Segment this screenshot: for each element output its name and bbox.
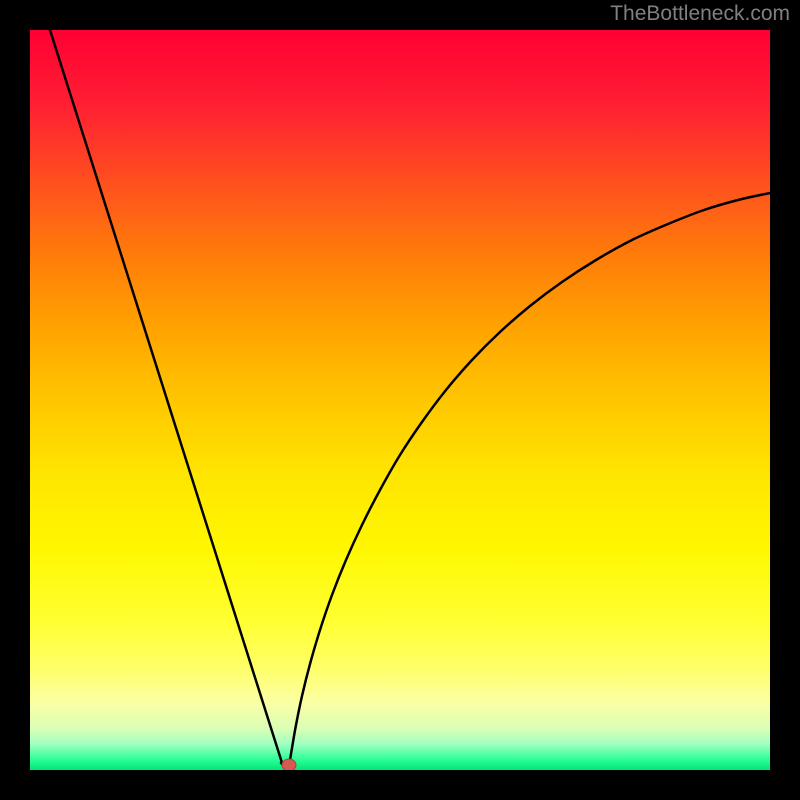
plot-area bbox=[30, 30, 770, 770]
plot-svg bbox=[30, 30, 770, 770]
gradient-background bbox=[30, 30, 770, 770]
chart-frame: TheBottleneck.com bbox=[0, 0, 800, 800]
minimum-marker bbox=[282, 759, 296, 770]
watermark-text: TheBottleneck.com bbox=[610, 2, 790, 26]
